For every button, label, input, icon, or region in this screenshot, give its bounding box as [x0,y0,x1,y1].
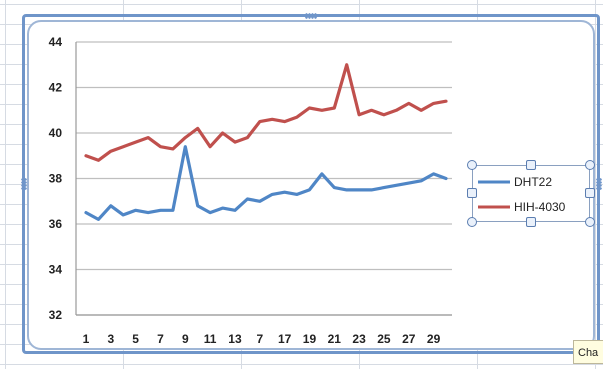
legend-label: HIH-4030 [514,200,566,214]
x-tick-label: 3 [107,332,114,346]
gridlines [76,41,452,316]
y-tick-label: 42 [49,81,63,95]
x-tick-label: 7 [157,332,164,346]
chart-area[interactable] [27,20,595,350]
legend-handle-bottom-left[interactable] [467,217,477,227]
y-tick-label: 32 [49,308,63,322]
x-tick-label: 5 [132,332,139,346]
legend-handle-bottom-right[interactable] [585,217,595,227]
x-tick-label: 21 [328,332,342,346]
y-tick-label: 34 [49,263,63,277]
chart-tooltip: Cha [573,340,603,364]
x-tick-label: 29 [427,332,441,346]
series-line-dht22[interactable] [84,145,448,221]
legend-handle-top-left[interactable] [467,160,477,170]
y-axis: 32 34 36 38 40 42 44 [49,35,77,322]
y-tick-label: 44 [49,35,63,49]
legend-handle-bottom-mid[interactable] [526,217,536,227]
legend-handle-top-mid[interactable] [526,160,536,170]
x-tick-label: 17 [278,332,292,346]
series-lines[interactable] [84,63,448,221]
x-tick-label: 13 [228,332,242,346]
x-axis: 1 3 5 7 9 11 13 7 17 19 21 23 25 27 29 [76,314,452,346]
frame-handle-right[interactable] [596,178,602,190]
series-line-hih-4030[interactable] [84,63,448,162]
y-tick-label: 40 [49,126,63,140]
legend-handle-mid-right[interactable] [585,188,595,198]
y-tick-label: 38 [49,172,63,186]
x-tick-label: 1 [83,332,90,346]
legend-label: DHT22 [514,175,552,189]
x-tick-label: 19 [303,332,317,346]
x-tick-label: 7 [256,332,263,346]
y-tick-label: 36 [49,217,63,231]
legend-handle-top-right[interactable] [585,160,595,170]
legend-selection-box[interactable] [472,165,590,222]
legend[interactable]: DHT22 HIH-4030 [478,175,566,214]
x-tick-label: 11 [204,332,217,346]
x-tick-label: 23 [352,332,366,346]
x-tick-label: 27 [402,332,416,346]
x-tick-label: 9 [182,332,189,346]
frame-handle-top[interactable] [305,13,317,19]
legend-handle-mid-left[interactable] [467,188,477,198]
x-tick-label: 25 [377,332,391,346]
frame-handle-left[interactable] [21,178,27,190]
